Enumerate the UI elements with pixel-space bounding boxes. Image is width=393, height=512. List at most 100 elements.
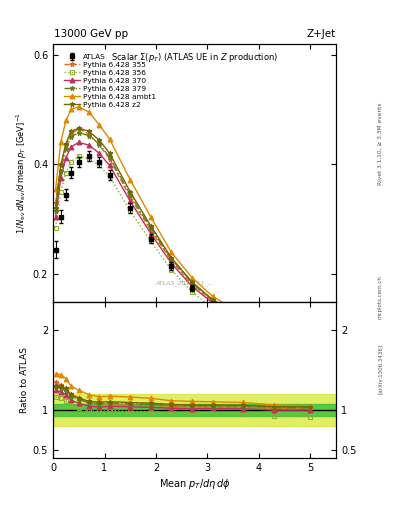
- Text: [arXiv:1306.3436]: [arXiv:1306.3436]: [378, 344, 383, 394]
- Pythia 6.428 355: [308, 339, 313, 346]
- Text: Rivet 3.1.10, ≥ 3.3M events: Rivet 3.1.10, ≥ 3.3M events: [378, 102, 383, 185]
- Pythia 6.428 ambt1: [149, 214, 153, 220]
- Pythia 6.428 z2: [64, 140, 68, 146]
- Pythia 6.428 370: [189, 283, 194, 289]
- Pythia 6.428 370: [128, 198, 132, 204]
- Pythia 6.428 ambt1: [87, 109, 92, 115]
- Pythia 6.428 370: [64, 155, 68, 161]
- Pythia 6.428 379: [97, 141, 102, 147]
- Text: Scalar $\Sigma(p_T)$ (ATLAS UE in $Z$ production): Scalar $\Sigma(p_T)$ (ATLAS UE in $Z$ pr…: [111, 51, 278, 65]
- Pythia 6.428 379: [107, 154, 112, 160]
- Pythia 6.428 355: [107, 156, 112, 162]
- Pythia 6.428 355: [210, 298, 215, 304]
- Pythia 6.428 ambt1: [189, 274, 194, 281]
- Pythia 6.428 ambt1: [241, 312, 246, 318]
- X-axis label: Mean $p_T/d\eta\,d\phi$: Mean $p_T/d\eta\,d\phi$: [159, 477, 230, 492]
- Pythia 6.428 379: [308, 339, 313, 345]
- Pythia 6.428 356: [87, 156, 92, 162]
- Text: 13000 GeV pp: 13000 GeV pp: [54, 29, 128, 39]
- Pythia 6.428 355: [272, 328, 277, 334]
- Pythia 6.428 z2: [272, 327, 277, 333]
- Pythia 6.428 356: [241, 321, 246, 327]
- Pythia 6.428 356: [272, 333, 277, 339]
- Pythia 6.428 370: [53, 214, 58, 220]
- Text: ATLAS_2019_11_...: ATLAS_2019_11_...: [155, 281, 214, 286]
- Pythia 6.428 z2: [69, 129, 73, 135]
- Pythia 6.428 355: [64, 142, 68, 148]
- Pythia 6.428 379: [241, 314, 246, 321]
- Pythia 6.428 356: [210, 305, 215, 311]
- Pythia 6.428 ambt1: [64, 117, 68, 123]
- Legend: ATLAS, Pythia 6.428 355, Pythia 6.428 356, Pythia 6.428 370, Pythia 6.428 379, P: ATLAS, Pythia 6.428 355, Pythia 6.428 35…: [62, 52, 158, 110]
- Pythia 6.428 355: [53, 200, 58, 206]
- Pythia 6.428 z2: [308, 338, 313, 345]
- Pythia 6.428 z2: [107, 151, 112, 157]
- Pythia 6.428 ambt1: [53, 186, 58, 192]
- Pythia 6.428 379: [76, 130, 81, 136]
- Pythia 6.428 356: [69, 159, 73, 165]
- Pythia 6.428 ambt1: [128, 177, 132, 183]
- Line: Pythia 6.428 z2: Pythia 6.428 z2: [53, 126, 313, 344]
- Text: Z+Jet: Z+Jet: [307, 29, 336, 39]
- Pythia 6.428 z2: [53, 205, 58, 211]
- Pythia 6.428 356: [169, 267, 174, 273]
- Pythia 6.428 379: [64, 146, 68, 152]
- Pythia 6.428 355: [59, 161, 63, 167]
- Pythia 6.428 370: [76, 139, 81, 145]
- Line: Pythia 6.428 356: Pythia 6.428 356: [53, 154, 313, 349]
- Pythia 6.428 356: [76, 153, 81, 159]
- Pythia 6.428 356: [107, 174, 112, 180]
- Pythia 6.428 z2: [59, 162, 63, 168]
- Pythia 6.428 370: [210, 300, 215, 306]
- Pythia 6.428 z2: [241, 314, 246, 320]
- Pythia 6.428 ambt1: [272, 326, 277, 332]
- Pythia 6.428 355: [128, 194, 132, 200]
- Pythia 6.428 379: [128, 191, 132, 198]
- Pythia 6.428 356: [59, 189, 63, 195]
- Pythia 6.428 356: [128, 208, 132, 214]
- Pythia 6.428 355: [241, 316, 246, 322]
- Pythia 6.428 370: [149, 230, 153, 237]
- Pythia 6.428 370: [107, 162, 112, 168]
- Pythia 6.428 z2: [128, 189, 132, 195]
- Pythia 6.428 z2: [76, 125, 81, 131]
- Pythia 6.428 ambt1: [210, 293, 215, 300]
- Pythia 6.428 356: [97, 162, 102, 168]
- Pythia 6.428 370: [97, 151, 102, 157]
- Pythia 6.428 z2: [149, 223, 153, 229]
- Line: Pythia 6.428 379: Pythia 6.428 379: [53, 130, 313, 344]
- Pythia 6.428 ambt1: [59, 139, 63, 145]
- Pythia 6.428 355: [87, 131, 92, 137]
- Pythia 6.428 355: [149, 227, 153, 233]
- Pythia 6.428 379: [149, 225, 153, 231]
- Pythia 6.428 379: [59, 168, 63, 174]
- Pythia 6.428 379: [53, 208, 58, 214]
- Pythia 6.428 355: [169, 258, 174, 264]
- Y-axis label: Ratio to ATLAS: Ratio to ATLAS: [20, 347, 29, 413]
- Pythia 6.428 356: [189, 289, 194, 295]
- Pythia 6.428 355: [97, 142, 102, 148]
- Pythia 6.428 379: [272, 327, 277, 333]
- Y-axis label: $1/N_{\rm ev}\,dN_{\rm ev}/d\,{\rm mean}\,p_T\;[{\rm GeV}]^{-1}$: $1/N_{\rm ev}\,dN_{\rm ev}/d\,{\rm mean}…: [14, 112, 29, 233]
- Pythia 6.428 370: [87, 142, 92, 148]
- Pythia 6.428 379: [169, 256, 174, 262]
- Pythia 6.428 356: [308, 343, 313, 349]
- Pythia 6.428 356: [53, 224, 58, 230]
- Pythia 6.428 ambt1: [308, 338, 313, 344]
- Pythia 6.428 ambt1: [69, 106, 73, 113]
- Pythia 6.428 356: [64, 169, 68, 176]
- Pythia 6.428 379: [189, 280, 194, 286]
- Line: Pythia 6.428 ambt1: Pythia 6.428 ambt1: [53, 104, 313, 343]
- Pythia 6.428 379: [69, 134, 73, 140]
- Pythia 6.428 z2: [189, 279, 194, 285]
- Pythia 6.428 ambt1: [169, 249, 174, 255]
- Pythia 6.428 370: [241, 317, 246, 323]
- Pythia 6.428 355: [189, 281, 194, 287]
- Pythia 6.428 z2: [87, 129, 92, 135]
- Pythia 6.428 ambt1: [107, 136, 112, 142]
- Pythia 6.428 370: [69, 144, 73, 150]
- Line: Pythia 6.428 355: Pythia 6.428 355: [53, 126, 313, 345]
- Pythia 6.428 ambt1: [76, 103, 81, 110]
- Pythia 6.428 ambt1: [97, 122, 102, 128]
- Pythia 6.428 355: [69, 131, 73, 137]
